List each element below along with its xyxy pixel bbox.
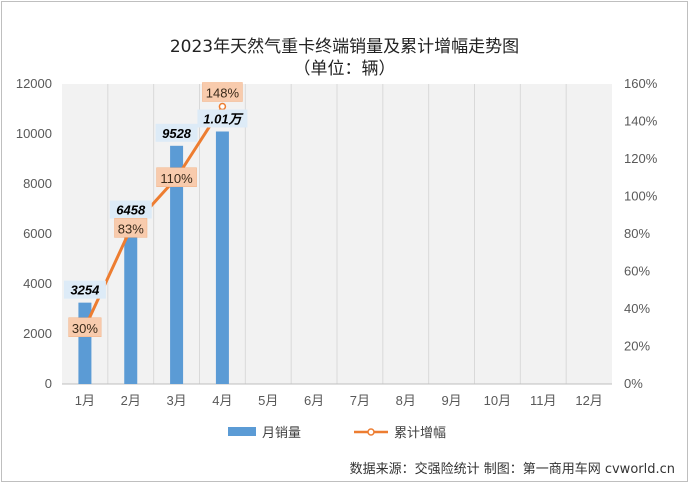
y-right-tick-label: 120% [624, 151, 658, 166]
x-tick-label: 9月 [441, 393, 461, 408]
bar-value-label: 1.01万 [203, 112, 244, 127]
x-tick-label: 8月 [396, 393, 416, 408]
x-tick-label: 5月 [258, 393, 278, 408]
bar-value-label: 6458 [116, 203, 146, 218]
bar-label-box [109, 200, 152, 219]
legend-swatch-bars [228, 427, 256, 436]
bar-label-box [155, 123, 198, 142]
line-point [218, 102, 227, 111]
pct-value-label: 110% [160, 171, 193, 186]
y-right-tick-label: 0% [624, 376, 643, 391]
legend-label-bars: 月销量 [262, 426, 301, 441]
x-tick-label: 6月 [304, 393, 324, 408]
x-tick-label: 11月 [530, 393, 557, 408]
x-tick-label: 10月 [484, 393, 511, 408]
y-right-tick-label: 80% [624, 226, 650, 241]
y-right-tick-label: 20% [624, 339, 650, 354]
bar-value-label: 3254 [70, 283, 100, 298]
pct-value-label: 83% [118, 221, 144, 236]
bar [215, 131, 229, 384]
bar-label-box [197, 109, 248, 128]
y-right-tick-label: 60% [624, 264, 650, 279]
x-tick-label: 3月 [166, 393, 186, 408]
y-right-tick-label: 100% [624, 189, 658, 204]
line-series [83, 105, 224, 329]
pct-value-label: 148% [206, 86, 240, 101]
y-left-tick-label: 12000 [16, 76, 52, 91]
y-right-tick-label: 40% [624, 301, 650, 316]
chart-title: 2023年天然气重卡终端销量及累计增幅走势图 [169, 37, 520, 57]
pct-label-box [156, 167, 197, 187]
y-left-tick-label: 2000 [23, 326, 52, 341]
bar-value-label: 9528 [162, 126, 192, 141]
source-note: 数据来源：交强险统计 制图：第一商用车网 cvworld.cn [349, 462, 675, 477]
chart-subtitle: （单位：辆） [293, 59, 396, 79]
pct-label-box [202, 82, 243, 102]
x-tick-label: 4月 [212, 393, 232, 408]
bar-label-box [63, 280, 106, 299]
legend-marker-line [367, 428, 375, 436]
y-right-tick-label: 140% [624, 114, 658, 129]
pct-label-box [114, 218, 148, 238]
y-left-tick-label: 10000 [16, 126, 52, 141]
y-left-tick-label: 6000 [23, 226, 52, 241]
x-tick-label: 1月 [75, 393, 95, 408]
pct-value-label: 30% [72, 321, 98, 336]
bar [170, 145, 184, 384]
bar [124, 222, 138, 384]
y-left-tick-label: 8000 [23, 176, 52, 191]
x-tick-label: 12月 [575, 393, 602, 408]
x-tick-label: 2月 [121, 393, 141, 408]
y-right-tick-label: 160% [624, 76, 658, 91]
pct-label-box [68, 317, 102, 337]
x-tick-label: 7月 [350, 393, 370, 408]
y-left-tick-label: 0 [45, 376, 52, 391]
legend-label-line: 累计增幅 [394, 426, 446, 441]
y-left-tick-label: 4000 [23, 276, 52, 291]
